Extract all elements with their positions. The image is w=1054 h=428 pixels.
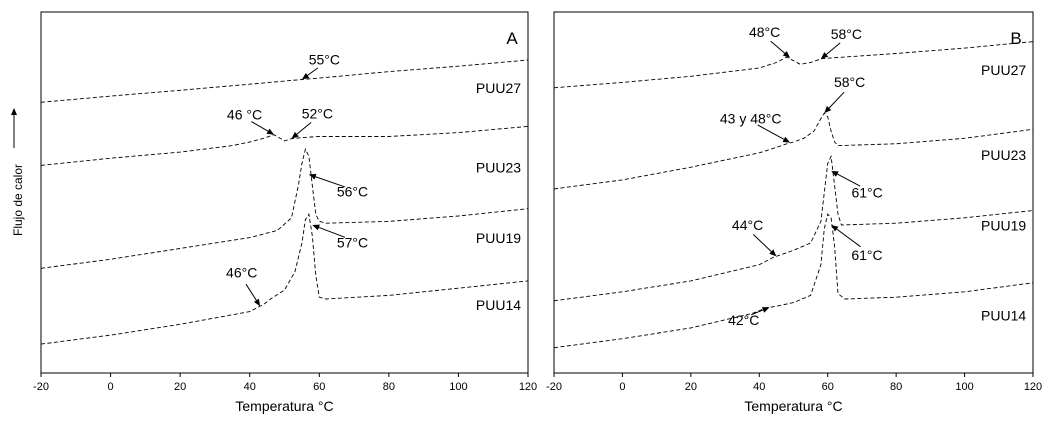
annotation-arrowhead	[253, 298, 261, 307]
x-tick-label: -20	[33, 381, 49, 393]
x-tick-label: 20	[174, 381, 186, 393]
annotation-arrowhead	[761, 307, 770, 313]
annotation-arrowhead	[266, 128, 275, 135]
annotation-arrow	[836, 228, 861, 248]
series-curve-puu27	[40, 59, 529, 103]
annotation-arrowhead	[831, 170, 839, 177]
series-curve-puu19	[40, 147, 529, 269]
annotation-arrow	[757, 124, 785, 140]
annotation-label: 44°C	[732, 217, 763, 233]
x-tick-label: 20	[685, 381, 697, 393]
annotation-arrowhead	[782, 51, 791, 58]
x-tick-label: 100	[955, 381, 973, 393]
series-label-puu27: PUU27	[981, 62, 1026, 78]
x-tick-label: 100	[449, 381, 467, 393]
annotation-label: 58°C	[831, 26, 862, 42]
annotation-label: 61°C	[851, 185, 882, 201]
series-label-puu27: PUU27	[476, 80, 521, 96]
annotation-arrowhead	[312, 224, 320, 231]
y-axis-title: Flujo de calor	[11, 164, 25, 236]
annotation-arrow	[750, 309, 764, 316]
series-label-puu14: PUU14	[981, 308, 1026, 324]
annotation-arrow	[825, 42, 841, 55]
x-tick-label: 0	[108, 381, 114, 393]
series-curve-puu23	[40, 125, 529, 166]
annotation-label: 46°C	[226, 264, 257, 280]
annotation-arrow	[770, 40, 786, 54]
x-axis-title: Temperatura °C	[235, 398, 333, 414]
x-tick-label: 40	[244, 381, 256, 393]
x-tick-label: 120	[519, 381, 537, 393]
annotation-arrow	[828, 91, 845, 109]
plot-frame	[553, 11, 1034, 374]
annotation-arrow	[307, 67, 319, 76]
annotation-label: 46 °C	[227, 106, 262, 122]
series-curve-puu14	[553, 213, 1034, 349]
series-label-puu23: PUU23	[476, 160, 521, 176]
annotation-label: 56°C	[337, 184, 368, 200]
annotation-label: 58°C	[834, 74, 865, 90]
annotation-label: 52°C	[302, 105, 333, 121]
x-tick-label: 60	[822, 381, 834, 393]
annotation-arrow	[251, 121, 269, 132]
annotation-arrow	[315, 176, 346, 188]
panel-label: B	[1010, 29, 1021, 48]
series-label-puu19: PUU19	[981, 217, 1026, 233]
annotation-arrowhead	[291, 131, 299, 139]
x-tick-label: 80	[890, 381, 902, 393]
series-curve-puu27	[553, 41, 1034, 89]
x-axis-title: Temperatura °C	[744, 398, 842, 414]
annotation-arrow	[318, 226, 346, 238]
annotation-label: 55°C	[309, 52, 340, 68]
x-tick-label: 60	[313, 381, 325, 393]
annotation-arrowhead	[782, 136, 791, 143]
annotation-arrowhead	[308, 173, 317, 180]
y-axis-arrow-head	[11, 108, 17, 115]
annotation-label: 48°C	[749, 24, 780, 40]
x-tick-label: -20	[546, 381, 562, 393]
annotation-arrowhead	[301, 72, 310, 80]
x-tick-label: 80	[383, 381, 395, 393]
panel-a: -20 0 20 40 60 80 100 120 Temperatura °C A PUU27 PU…	[33, 11, 537, 414]
annotation-arrowhead	[824, 105, 832, 114]
series-curve-puu23	[553, 112, 1034, 190]
annotation-arrow	[753, 234, 772, 252]
series-curve-puu19	[553, 154, 1034, 302]
series-label-puu23: PUU23	[981, 147, 1026, 163]
panel-label: A	[506, 29, 518, 48]
panel-b: -20 0 20 40 60 80 100 120 Temperatura °C B PUU27 PU…	[546, 11, 1042, 414]
x-tick-label: 0	[619, 381, 625, 393]
annotation-label: 42°C	[728, 312, 759, 328]
annotation-arrowhead	[831, 224, 839, 232]
y-axis-title-group: Flujo de calor	[11, 108, 25, 236]
annotation-arrow	[296, 121, 312, 135]
series-label-puu19: PUU19	[476, 230, 521, 246]
annotation-label: 43 y 48°C	[720, 110, 782, 126]
plot-frame	[40, 11, 529, 374]
series-label-puu14: PUU14	[476, 297, 521, 313]
annotation-arrowhead	[769, 249, 777, 257]
annotation-label: 61°C	[851, 247, 882, 263]
annotation-arrowhead	[820, 52, 829, 59]
series-curve-puu14	[40, 212, 529, 345]
x-tick-label: 120	[1024, 381, 1042, 393]
x-tick-label: 40	[753, 381, 765, 393]
annotation-label: 57°C	[337, 234, 368, 250]
annotation-arrow	[245, 283, 257, 301]
annotation-arrow	[837, 173, 861, 187]
